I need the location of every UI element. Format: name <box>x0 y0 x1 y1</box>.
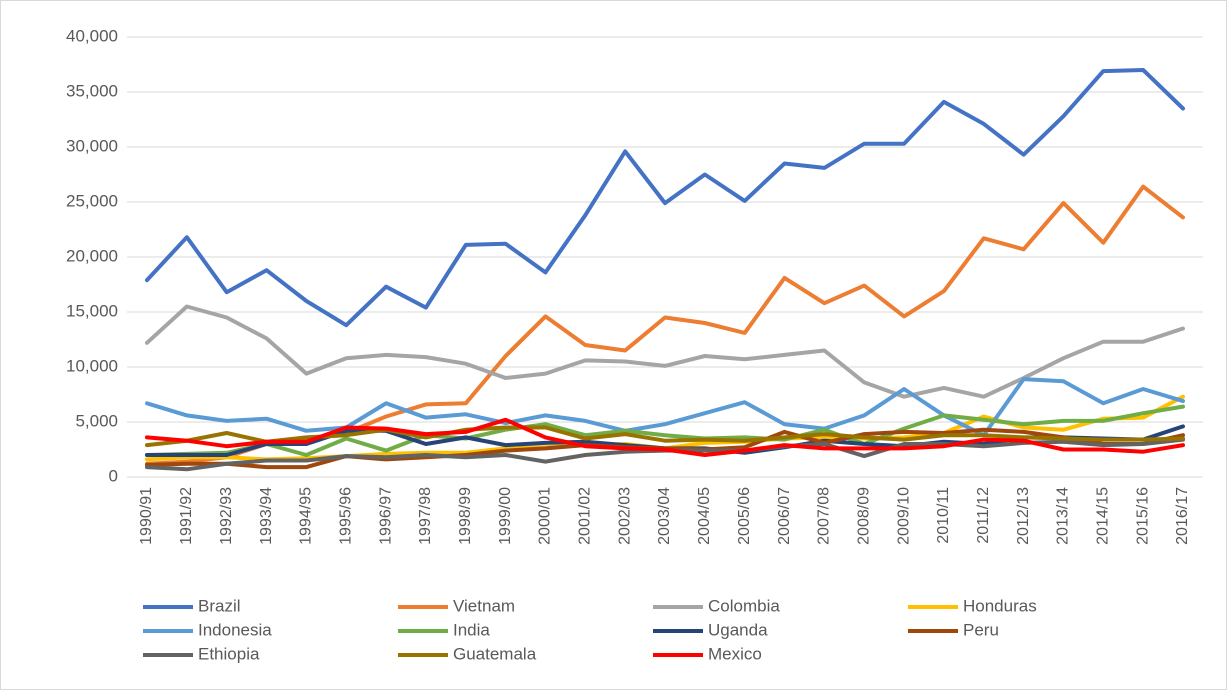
x-tick-label: 1996/97 <box>377 487 394 545</box>
legend-label: Indonesia <box>198 620 272 639</box>
x-tick-label: 1990/91 <box>138 487 155 545</box>
x-tick-label: 2006/07 <box>776 487 793 545</box>
x-tick-label: 1992/93 <box>218 487 235 545</box>
x-tick-label: 2015/16 <box>1134 487 1151 545</box>
series-line <box>145 417 1185 457</box>
legend-label: Vietnam <box>453 596 515 615</box>
x-tick-label: 1994/95 <box>298 487 315 545</box>
x-tick-label: 2002/03 <box>616 487 633 545</box>
x-tick-label: 2000/01 <box>537 487 554 545</box>
y-tick-label: 25,000 <box>66 191 118 210</box>
x-tick-label: 1999/00 <box>497 487 514 545</box>
legend-label: Uganda <box>708 620 768 639</box>
y-tick-label: 10,000 <box>66 356 118 375</box>
y-tick-label: 5,000 <box>75 411 118 430</box>
series-line <box>145 377 1185 438</box>
legend-label: Brazil <box>198 596 241 615</box>
series-line <box>145 304 1185 399</box>
x-tick-label: 2005/06 <box>736 487 753 545</box>
y-tick-label: 30,000 <box>66 136 118 155</box>
x-tick-label: 2016/17 <box>1174 487 1191 545</box>
y-tick-label: 15,000 <box>66 301 118 320</box>
x-tick-label: 1995/96 <box>337 487 354 545</box>
x-tick-label: 1993/94 <box>258 487 275 545</box>
legend-label: India <box>453 620 490 639</box>
x-tick-label: 2013/14 <box>1055 487 1072 545</box>
y-tick-label: 35,000 <box>66 81 118 100</box>
x-tick-label: 1998/99 <box>457 487 474 545</box>
y-tick-label: 20,000 <box>66 246 118 265</box>
x-tick-label: 2014/15 <box>1095 487 1112 545</box>
x-tick-label: 2007/08 <box>816 487 833 545</box>
x-tick-label: 2003/04 <box>656 487 673 545</box>
x-tick-label: 2010/11 <box>935 487 952 544</box>
x-tick-label: 2001/02 <box>577 487 594 545</box>
legend-label: Colombia <box>708 596 780 615</box>
x-tick-label: 2011/12 <box>975 487 992 544</box>
x-tick-label: 2008/09 <box>855 487 872 545</box>
legend-label: Mexico <box>708 644 762 663</box>
x-tick-label: 2004/05 <box>696 487 713 545</box>
legend-label: Ethiopia <box>198 644 260 663</box>
y-tick-label: 0 <box>109 466 118 485</box>
x-tick-label: 2009/10 <box>895 487 912 545</box>
x-tick-label: 1991/92 <box>178 487 195 545</box>
legend-label: Peru <box>963 620 999 639</box>
legend-label: Guatemala <box>453 644 537 663</box>
legend-label: Honduras <box>963 596 1037 615</box>
series-line <box>145 404 1185 457</box>
y-tick-label: 40,000 <box>66 26 118 45</box>
series-line <box>145 68 1185 328</box>
x-tick-label: 2012/13 <box>1015 487 1032 545</box>
x-tick-label: 1997/98 <box>417 487 434 545</box>
